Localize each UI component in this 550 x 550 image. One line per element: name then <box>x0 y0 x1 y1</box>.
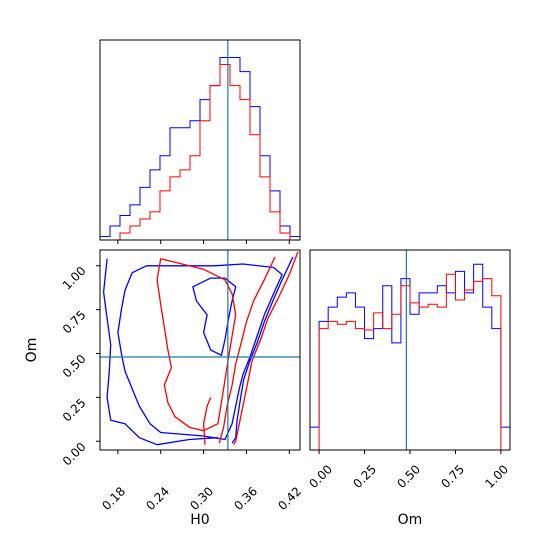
om-histogram-blue <box>310 263 510 428</box>
contour-red <box>233 251 299 446</box>
panel-frame <box>99 39 301 241</box>
h0-histogram-blue <box>100 57 300 237</box>
om-marginal-panel <box>309 249 511 454</box>
panel-frame <box>99 249 301 451</box>
contour-blue <box>102 258 218 446</box>
h0-histograms <box>100 40 300 240</box>
h0-histogram-red <box>100 64 300 240</box>
om-y-axis-title: Om <box>24 338 40 363</box>
h0-marginal-panel <box>99 39 301 244</box>
contour-red <box>218 256 276 444</box>
joint-panel <box>96 249 301 454</box>
contours <box>100 250 300 450</box>
contour-red <box>156 258 237 432</box>
contour-blue <box>231 256 294 444</box>
om-histogram-red <box>310 273 510 450</box>
om-histograms <box>310 250 510 450</box>
om-axis-title: Om <box>398 512 423 528</box>
h0-axis-title: H0 <box>190 512 209 528</box>
contour-red <box>202 397 212 445</box>
contour-blue <box>192 277 237 356</box>
contour-blue <box>117 263 283 441</box>
